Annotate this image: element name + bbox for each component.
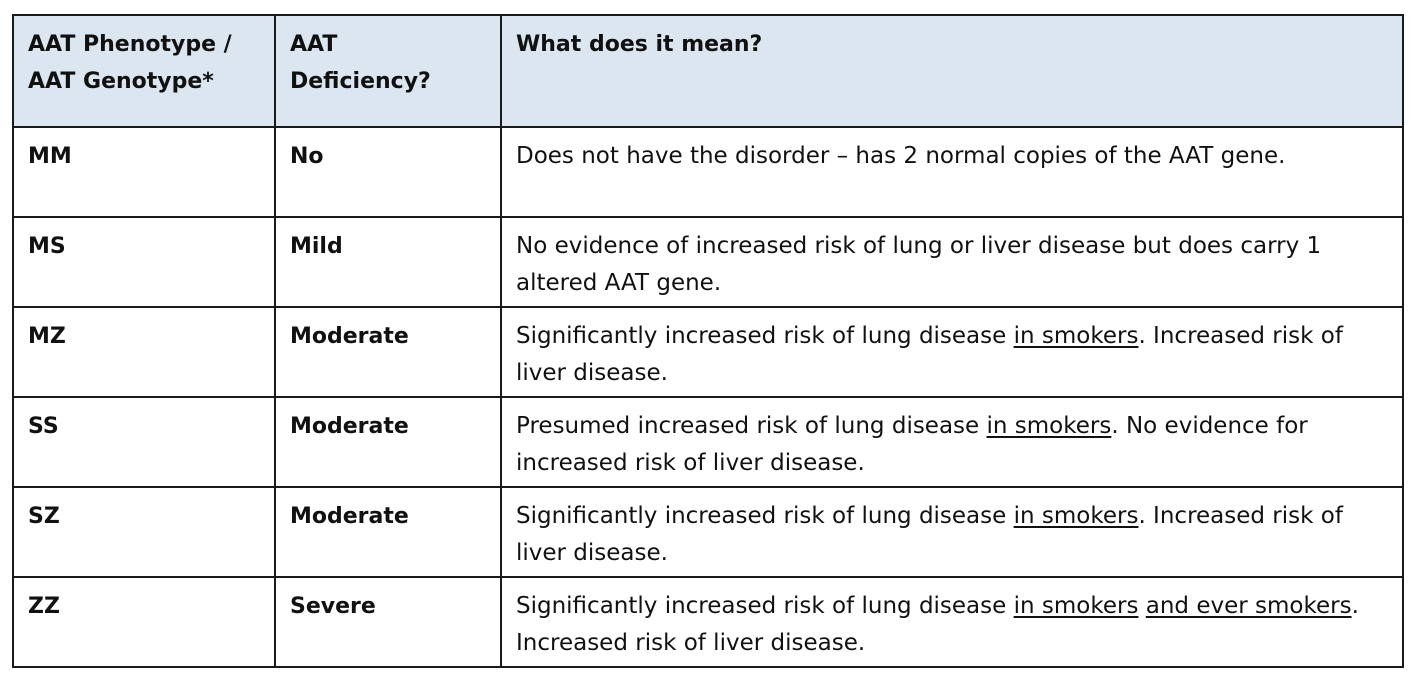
genotype-cell: ZZ bbox=[12, 576, 276, 668]
meaning-emphasis: in smokers bbox=[1013, 593, 1139, 619]
meaning-cell: Presumed increased risk of lung disease … bbox=[500, 396, 1404, 488]
meaning-text bbox=[1138, 593, 1145, 619]
meaning-cell: No evidence of increased risk of lung or… bbox=[500, 216, 1404, 308]
genotype-cell: MM bbox=[12, 126, 276, 218]
meaning-cell: Significantly increased risk of lung dis… bbox=[500, 486, 1404, 578]
meaning-emphasis: in smokers bbox=[1013, 503, 1139, 529]
genotype-cell: MZ bbox=[12, 306, 276, 398]
table-row: MS Mild No evidence of increased risk of l… bbox=[12, 216, 1404, 308]
meaning-emphasis: and ever smokers bbox=[1145, 593, 1352, 619]
meaning-text: No evidence of increased risk of lung or… bbox=[516, 233, 1322, 296]
deficiency-cell: Moderate bbox=[274, 486, 502, 578]
deficiency-cell: Moderate bbox=[274, 396, 502, 488]
meaning-cell: Does not have the disorder – has 2 norma… bbox=[500, 126, 1404, 218]
deficiency-cell: Severe bbox=[274, 576, 502, 668]
meaning-emphasis: in smokers bbox=[1013, 323, 1139, 349]
header-deficiency-line-1: AAT bbox=[290, 32, 338, 57]
aat-genotype-table: AAT Phenotype / AAT Genotype* AAT Defici… bbox=[12, 14, 1404, 668]
header-genotype-line-1: AAT Phenotype / bbox=[28, 32, 232, 57]
table-row: SS Moderate Presumed increased risk of lun… bbox=[12, 396, 1404, 488]
meaning-text: Does not have the disorder – has 2 norma… bbox=[516, 143, 1286, 169]
header-row: AAT Phenotype / AAT Genotype* AAT Defici… bbox=[12, 14, 1404, 128]
header-meaning: What does it mean? bbox=[500, 14, 1404, 128]
meaning-text: Significantly increased risk of lung dis… bbox=[516, 503, 1014, 529]
meaning-text: Presumed increased risk of lung disease bbox=[516, 413, 987, 439]
table-row: MZ Moderate Significantly increased risk o… bbox=[12, 306, 1404, 398]
table-row: ZZ Severe Significantly increased risk of … bbox=[12, 576, 1404, 668]
table-row: MM No Does not have the disorder – has 2 n… bbox=[12, 126, 1404, 218]
meaning-text: . No evidence for increased risk of live… bbox=[516, 413, 1308, 476]
header-genotype: AAT Phenotype / AAT Genotype* bbox=[12, 14, 276, 128]
meaning-text: Significantly increased risk of lung dis… bbox=[516, 323, 1014, 349]
genotype-cell: SZ bbox=[12, 486, 276, 578]
meaning-text: . Increased risk of liver disease. bbox=[516, 323, 1343, 386]
meaning-text: . Increased risk of liver disease. bbox=[516, 503, 1343, 566]
header-deficiency: AAT Deficiency? bbox=[274, 14, 502, 128]
header-genotype-line-2: AAT Genotype* bbox=[28, 69, 214, 94]
meaning-emphasis: in smokers bbox=[986, 413, 1112, 439]
deficiency-cell: Moderate bbox=[274, 306, 502, 398]
meaning-text: . Increased risk of liver disease. bbox=[516, 593, 1359, 656]
table-body: MM No Does not have the disorder – has 2 n… bbox=[12, 126, 1404, 668]
meaning-text: Significantly increased risk of lung dis… bbox=[516, 593, 1014, 619]
table-row: SZ Moderate Significantly increased risk o… bbox=[12, 486, 1404, 578]
deficiency-cell: No bbox=[274, 126, 502, 218]
deficiency-cell: Mild bbox=[274, 216, 502, 308]
table-container: AAT Phenotype / AAT Genotype* AAT Defici… bbox=[12, 14, 1404, 668]
header-meaning-line-1: What does it mean? bbox=[516, 32, 763, 57]
genotype-cell: SS bbox=[12, 396, 276, 488]
meaning-cell: Significantly increased risk of lung dis… bbox=[500, 576, 1404, 668]
genotype-cell: MS bbox=[12, 216, 276, 308]
meaning-cell: Significantly increased risk of lung dis… bbox=[500, 306, 1404, 398]
header-deficiency-line-2: Deficiency? bbox=[290, 69, 431, 94]
